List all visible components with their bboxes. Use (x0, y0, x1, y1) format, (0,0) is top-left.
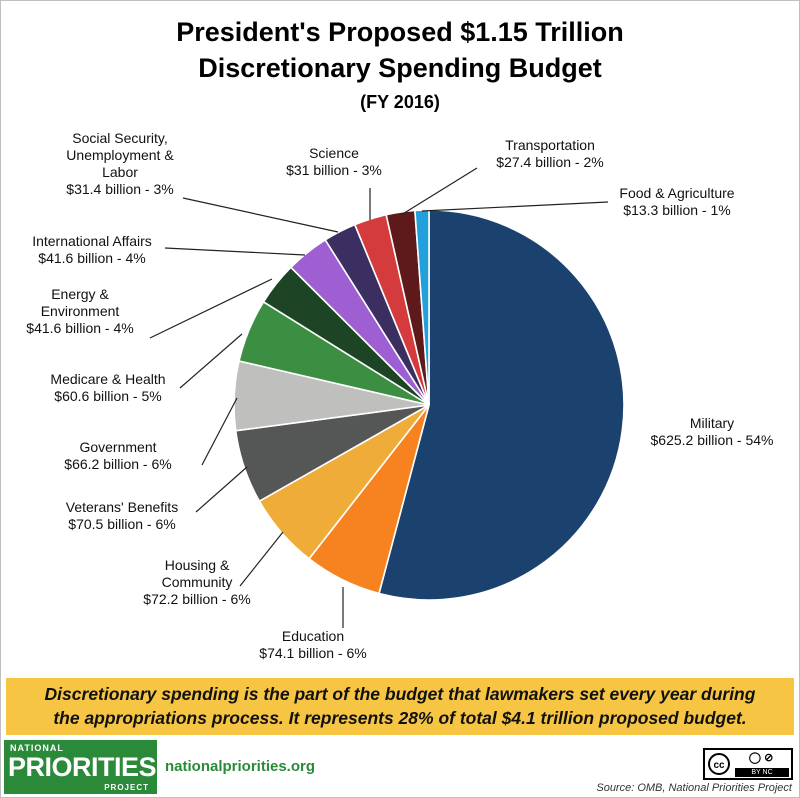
slice-name-label: International Affairs (32, 233, 152, 249)
cc-license-badge[interactable]: cc ◯ ⊘ BY NC (703, 748, 793, 780)
source-note: Source: OMB, National Priorities Project (596, 782, 792, 794)
pie-slice-food-agriculture (414, 209, 430, 406)
leader-line-international-affairs (164, 247, 306, 256)
slice-name-label: Labor (102, 164, 138, 180)
slice-value-label: $72.2 billion - 6% (143, 591, 250, 607)
slice-name-label: Military (690, 415, 734, 431)
slice-name-label: Energy & (51, 286, 109, 302)
slice-value-label: $60.6 billion - 5% (54, 388, 161, 404)
slice-name-label: Unemployment & (66, 147, 174, 163)
footer: NATIONAL PRIORITIES PROJECT nationalprio… (0, 740, 800, 798)
slice-value-label: $27.4 billion - 2% (496, 154, 603, 170)
slice-name-label: Government (79, 439, 156, 455)
leader-line-social-security-unemployment-labor (182, 197, 339, 233)
license-terms: BY NC (735, 768, 789, 777)
slice-name-label: Veterans' Benefits (66, 499, 178, 515)
cc-icon: cc (708, 753, 730, 775)
slice-value-label: $41.6 billion - 4% (38, 250, 145, 266)
pie-chart: Military$625.2 billion - 54% Education$74… (26, 130, 774, 661)
leader-line-transportation (400, 167, 478, 216)
slice-value-label: $31 billion - 3% (286, 162, 382, 178)
slice-name-label: Community (162, 574, 233, 590)
logo-main-text: PRIORITIES (8, 752, 157, 782)
chart-title-line2: Discretionary Spending Budget (198, 53, 602, 83)
info-banner: Discretionary spending is the part of th… (6, 678, 794, 735)
slice-name-label: Medicare & Health (50, 371, 165, 387)
slice-value-label: $13.3 billion - 1% (623, 202, 730, 218)
slice-value-label: $74.1 billion - 6% (259, 645, 366, 661)
slice-name-label: Social Security, (72, 130, 167, 146)
slice-name-label: Education (282, 628, 344, 644)
leader-line-medicare-health (179, 333, 243, 389)
leader-line-veterans-benefits (195, 466, 248, 513)
chart-subtitle: (FY 2016) (360, 92, 440, 112)
slice-value-label: $41.6 billion - 4% (26, 320, 133, 336)
by-nc-icon: ◯ ⊘ (735, 751, 787, 769)
slice-value-label: $625.2 billion - 54% (651, 432, 774, 448)
logo-top-text: NATIONAL (10, 743, 64, 753)
slice-name-label: Environment (41, 303, 120, 319)
banner-line-2: the appropriations process. It represent… (53, 708, 747, 728)
banner-line-1: Discretionary spending is the part of th… (44, 684, 756, 704)
slice-name-label: Science (309, 145, 359, 161)
leader-line-food-agriculture (421, 201, 609, 212)
slice-value-label: $70.5 billion - 6% (68, 516, 175, 532)
pie-slice-military (378, 209, 625, 601)
leader-line-housing-community (239, 531, 284, 587)
logo-bottom-text: PROJECT (104, 783, 149, 792)
slice-name-label: Transportation (505, 137, 595, 153)
slice-value-label: $66.2 billion - 6% (64, 456, 171, 472)
slice-name-label: Housing & (165, 557, 230, 573)
slice-value-label: $31.4 billion - 3% (66, 181, 173, 197)
leader-line-government (201, 397, 238, 466)
npp-logo[interactable]: NATIONAL PRIORITIES PROJECT (4, 740, 157, 794)
leader-line-energy-environment (149, 278, 273, 339)
slice-name-label: Food & Agriculture (619, 185, 734, 201)
chart-title: President's Proposed $1.15 Trillion (176, 17, 624, 47)
site-link[interactable]: nationalpriorities.org (165, 758, 316, 775)
